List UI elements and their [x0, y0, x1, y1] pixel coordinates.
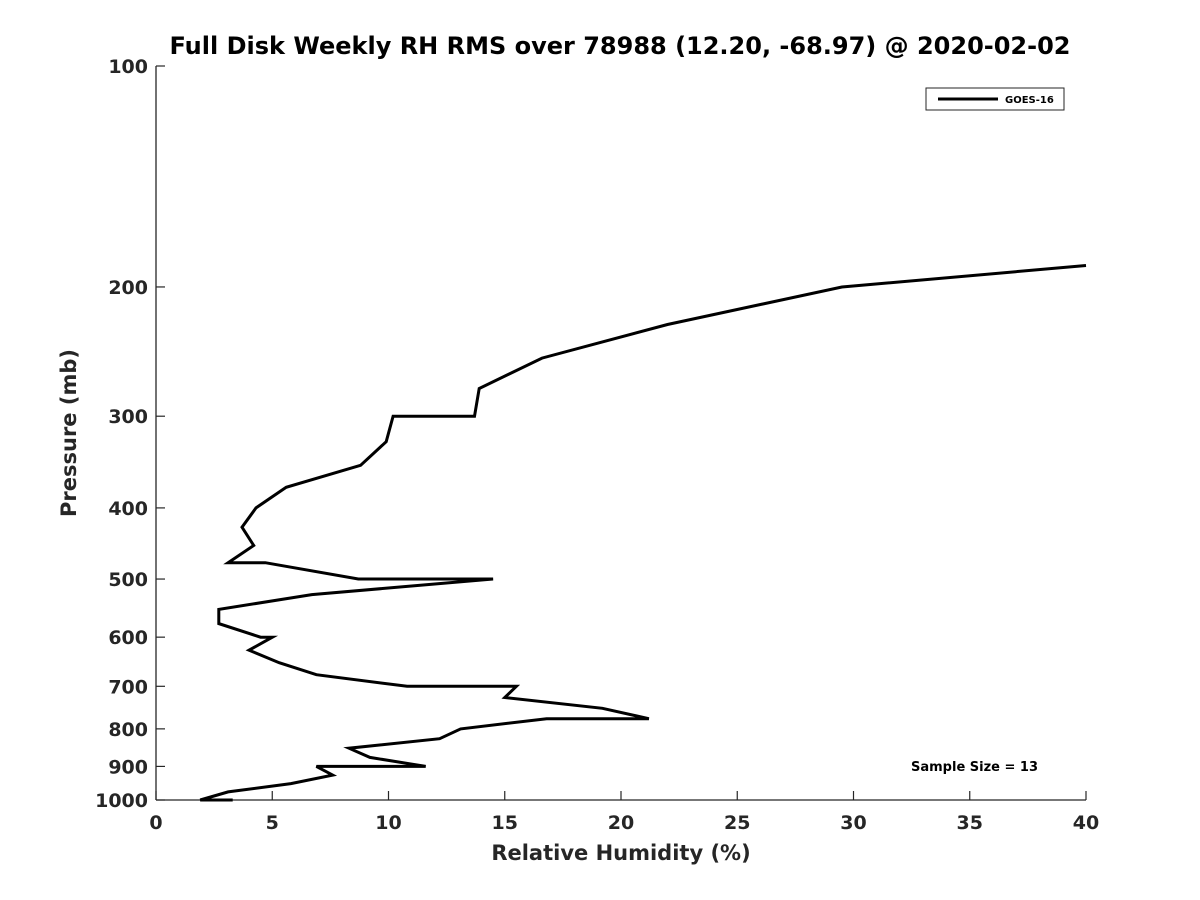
- x-tick-label: 0: [149, 812, 162, 834]
- x-tick-label: 40: [1073, 812, 1099, 834]
- sample-size-annotation: Sample Size = 13: [911, 760, 1038, 775]
- x-tick-label: 15: [492, 812, 518, 834]
- y-tick-label: 700: [108, 676, 148, 698]
- y-axis-label: Pressure (mb): [57, 349, 81, 517]
- y-tick-label: 300: [108, 406, 148, 428]
- series-layer: [199, 264, 1087, 802]
- y-tick-label: 800: [108, 719, 148, 741]
- y-tick-label: 200: [108, 277, 148, 299]
- x-tick-label: 25: [724, 812, 750, 834]
- x-tick-label: 5: [266, 812, 279, 834]
- y-tick-label: 100: [108, 56, 148, 78]
- y-tick-label: 1000: [95, 790, 148, 812]
- x-tick-label: 30: [840, 812, 866, 834]
- y-tick-label: 400: [108, 498, 148, 520]
- x-ticks: 0 5 10 15 20 25 30 35 40: [149, 791, 1099, 834]
- x-tick-label: 20: [608, 812, 634, 834]
- y-ticks: 100 200 300 400 500 600 700 800 900 1000: [95, 56, 165, 812]
- x-tick-label: 10: [375, 812, 401, 834]
- legend: GOES-16: [925, 87, 1065, 111]
- y-tick-label: 600: [108, 627, 148, 649]
- x-tick-label: 35: [957, 812, 983, 834]
- series-line-goes-16: [199, 264, 1087, 802]
- x-axis-label: Relative Humidity (%): [491, 841, 750, 865]
- legend-label-goes-16: GOES-16: [1005, 95, 1054, 106]
- y-tick-label: 900: [108, 756, 148, 778]
- y-tick-label: 500: [108, 569, 148, 591]
- axes-frame: [155, 66, 1086, 801]
- chart-title: Full Disk Weekly RH RMS over 78988 (12.2…: [169, 32, 1070, 60]
